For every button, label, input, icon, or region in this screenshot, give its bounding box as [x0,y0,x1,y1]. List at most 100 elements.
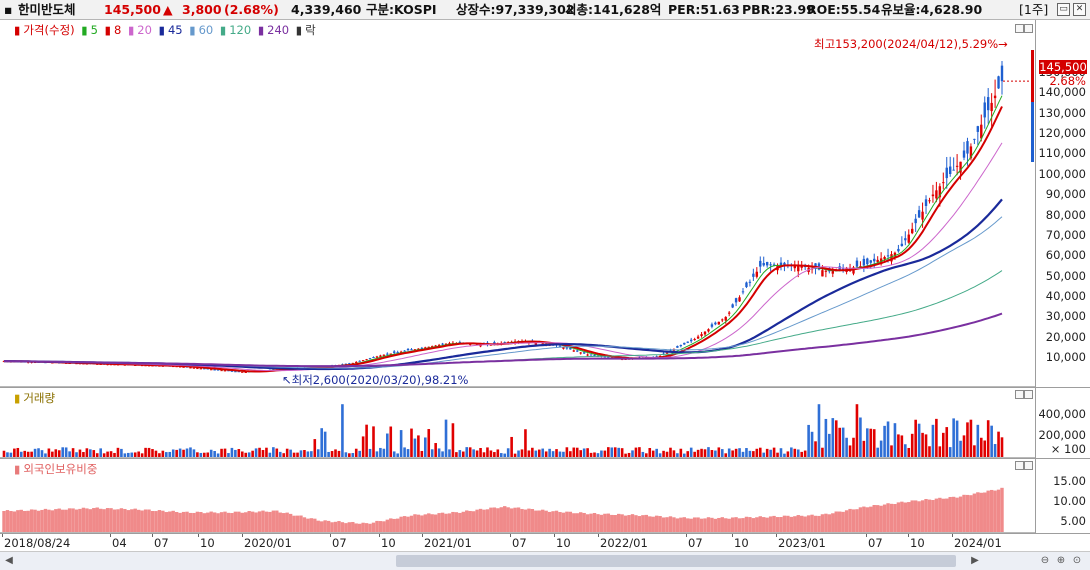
candle-body [665,352,669,354]
foreign-ratio-bar [699,518,704,532]
volume-bar [437,448,441,457]
candle-body [348,363,351,365]
foreign-ratio-bar [651,516,655,532]
foreign-ownership-chart[interactable] [0,459,1035,534]
zoom-out-icon[interactable]: ⊖ [1040,555,1050,566]
volume-bar [575,447,579,457]
volume-bar [734,448,738,457]
volume-bar [361,436,365,457]
volume-bar [482,452,486,457]
volume-bar [979,437,983,457]
volume-bar [9,452,13,457]
foreign-ratio-bar [499,507,503,532]
volume-bar [624,453,627,457]
pane-minimize-icon[interactable] [1015,461,1024,470]
scroll-right-icon[interactable]: ▶ [971,555,979,566]
price-chart-pane[interactable]: ▮ 가격(수정) ▮ 5 ▮ 8 ▮ 20 ▮ 45 ▮ 60 ▮ 120 ▮ 240 ▮ 락 최… [0,20,1035,387]
price-tick: 10,000 [1045,350,1086,364]
zoom-reset-icon[interactable]: ⊙ [1072,555,1082,566]
pane-close-icon[interactable] [1024,24,1033,33]
foreign-ratio-bar [644,514,649,532]
volume-bar [95,453,99,457]
candle-body [949,166,952,174]
volume-bar [19,451,23,457]
stock-info-header: ▪ 한미반도체 145,500 ▲ 3,800 (2.68%) 4,339,46… [0,0,1090,20]
period-selector[interactable]: [1주] [1019,2,1049,17]
candle-body [234,371,237,373]
candle-body [196,368,199,370]
candle-body [928,200,931,202]
foreign-ratio-bar [247,511,251,532]
volume-bar [665,451,669,457]
candle-body [952,169,955,171]
foreign-ratio-bar [437,513,441,532]
foreign-ownership-pane[interactable]: ▮ 외국인보유비중 [0,458,1035,533]
candle-body [769,264,772,266]
volume-bar [682,453,686,457]
volume-bar [40,450,44,457]
volume-bar [841,427,845,457]
foreign-ratio-bar [88,509,93,532]
volume-bar [772,447,776,457]
price-range-bar [1031,50,1034,102]
minimize-icon[interactable]: ▭ [1057,3,1070,16]
foreign-ratio-bar [264,511,269,532]
foreign-ratio-bar [945,498,949,532]
volume-bar [534,450,538,457]
pane-minimize-icon[interactable] [1015,24,1024,33]
candle-body [223,370,227,372]
foreign-ratio-bar [216,513,220,532]
foreign-ratio-bar [551,511,555,532]
pane-minimize-icon[interactable] [1015,390,1024,399]
foreign-ratio-bar [257,511,262,532]
candle-body [710,324,714,327]
candle-body [859,266,862,268]
x-tick-mark [379,534,380,537]
volume-bar [872,429,876,457]
volume-bar [337,450,341,457]
stock-name[interactable]: 한미반도체 [18,2,76,17]
chart-scrollbar[interactable]: ◀ ▶ ⊖ ⊕ ⊙ [0,551,1090,570]
volume-bar [44,453,47,457]
candle-body [852,267,855,274]
volume-bar [904,444,907,457]
foreign-ratio-bar [154,511,158,532]
volume-bar [917,423,921,457]
scroll-left-icon[interactable]: ◀ [5,555,13,566]
volume-bar [327,451,330,457]
volume-chart[interactable] [0,388,1035,459]
volume-bar [948,447,952,457]
pane-close-icon[interactable] [1024,461,1033,470]
candle-body [862,258,866,266]
foreign-ratio-bar [755,517,759,532]
price-change: 3,800 [182,2,222,17]
foreign-ratio-bar [181,511,186,532]
x-tick: 07 [512,536,527,550]
volume-bar [859,417,862,457]
foreign-ratio-bar [57,508,61,532]
volume-bar [237,449,241,457]
foreign-ratio-bar [544,510,548,532]
volume-pane[interactable]: ▮ 거래량 [0,387,1035,458]
candle-body [399,351,403,353]
candle-body [603,356,607,358]
foreign-ratio-bar [378,521,383,532]
scroll-thumb[interactable] [396,555,956,567]
volume-bar [240,451,244,457]
volume-bar [589,452,593,457]
close-icon[interactable]: ✕ [1073,3,1086,16]
pane-close-icon[interactable] [1024,390,1033,399]
candle-body [696,336,700,339]
zoom-in-icon[interactable]: ⊕ [1056,555,1066,566]
price-chart[interactable] [0,20,1035,387]
candle-body [1000,65,1004,82]
volume-bar [47,448,51,457]
candle-body [683,342,686,345]
foreign-ratio-bar [406,516,410,532]
foreign-ratio-bar [789,516,794,532]
volume-bar [569,451,572,457]
volume-bar [272,447,275,457]
volume-bar [299,450,303,457]
x-tick-mark [866,534,867,537]
volume-bar [171,449,175,457]
